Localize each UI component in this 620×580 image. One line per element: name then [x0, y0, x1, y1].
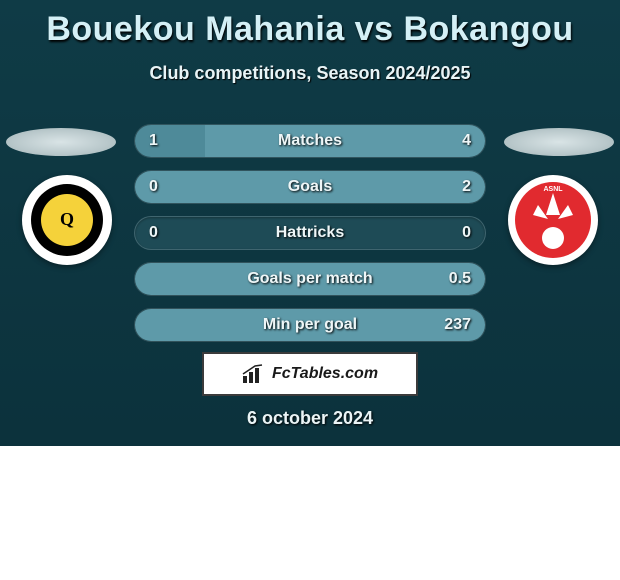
stat-label: Matches [135, 125, 485, 157]
stat-label: Min per goal [135, 309, 485, 341]
svg-text:Q: Q [60, 209, 74, 229]
svg-text:ASNL: ASNL [543, 186, 563, 193]
attribution-box: FcTables.com [202, 352, 418, 396]
stat-label: Goals per match [135, 263, 485, 295]
stats-stage: Q ASNL 1 Matches 4 0 Go [0, 120, 620, 350]
stat-value-right: 0.5 [449, 263, 471, 295]
page-subtitle: Club competitions, Season 2024/2025 [0, 63, 620, 84]
team-badge-right: ASNL [508, 175, 598, 265]
stat-row-hattricks: 0 Hattricks 0 [134, 216, 486, 250]
chart-icon [242, 364, 266, 384]
comparison-card: Bouekou Mahania vs Bokangou Club competi… [0, 0, 620, 580]
stat-rows: 1 Matches 4 0 Goals 2 0 Hattricks 0 Goal… [134, 124, 486, 342]
pedestal-left [6, 128, 116, 156]
stat-value-right: 2 [462, 171, 471, 203]
team-badge-left: Q [22, 175, 112, 265]
pedestal-right [504, 128, 614, 156]
stat-value-right: 4 [462, 125, 471, 157]
stat-label: Goals [135, 171, 485, 203]
stat-row-goals-per-match: Goals per match 0.5 [134, 262, 486, 296]
page-title: Bouekou Mahania vs Bokangou [0, 0, 620, 49]
team-logo-left-icon: Q [22, 175, 112, 265]
stat-row-min-per-goal: Min per goal 237 [134, 308, 486, 342]
stat-row-matches: 1 Matches 4 [134, 124, 486, 158]
team-logo-right-icon: ASNL [508, 175, 598, 265]
attribution-text: FcTables.com [272, 365, 378, 383]
stat-value-right: 237 [444, 309, 471, 341]
date-text: 6 october 2024 [0, 408, 620, 429]
stat-value-right: 0 [462, 217, 471, 249]
card-footer-whitespace [0, 446, 620, 580]
stat-row-goals: 0 Goals 2 [134, 170, 486, 204]
stat-label: Hattricks [135, 217, 485, 249]
